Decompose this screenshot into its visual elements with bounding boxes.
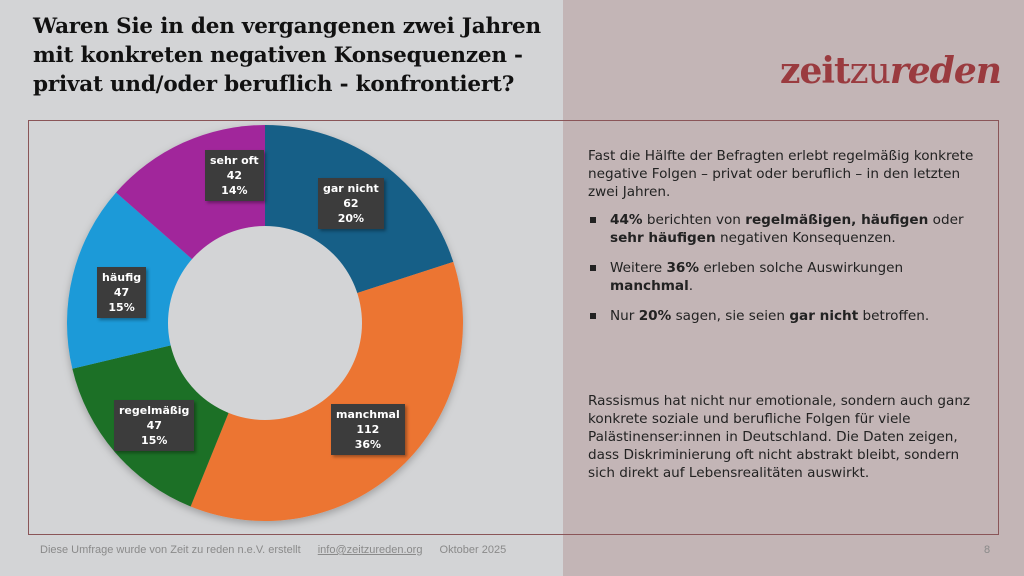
- content-frame: [28, 120, 999, 535]
- bold-text: gar nicht: [789, 308, 859, 324]
- summary-intro: Fast die Hälfte der Befragten erlebt reg…: [588, 148, 974, 200]
- logo-part-zu: zu: [849, 51, 891, 92]
- text: oder: [928, 212, 964, 228]
- label-percent: 15%: [141, 434, 168, 447]
- logo-part-reden: reden: [889, 50, 1002, 92]
- right-panel-background: [563, 0, 1024, 576]
- data-label-haeufig: häufig 47 15%: [97, 267, 147, 318]
- label-name: regelmäßig: [119, 404, 190, 417]
- text: berichten von: [642, 212, 746, 228]
- text: .: [688, 278, 694, 294]
- bold-text: 44%: [610, 212, 643, 228]
- bold-text: regelmäßigen, häufigen: [745, 212, 929, 228]
- logo-part-zeit: zeit: [780, 50, 851, 92]
- bullet-item: 44% berichten von regelmäßigen, häufigen…: [588, 211, 988, 247]
- bold-text: manchmal: [610, 278, 689, 294]
- label-percent: 20%: [337, 212, 365, 225]
- summary-text: Fast die Hälfte der Befragten erlebt reg…: [588, 147, 988, 337]
- data-label-sehr-oft: sehr oft 42 14%: [205, 150, 264, 201]
- logo: zeitzureden: [780, 50, 1002, 92]
- label-percent: 15%: [108, 301, 135, 314]
- text: negativen Konsequenzen.: [715, 230, 896, 246]
- data-label-manchmal: manchmal 112 36%: [331, 404, 405, 455]
- label-count: 42: [226, 169, 242, 182]
- bullet-item: Nur 20% sagen, sie seien gar nicht betro…: [588, 307, 988, 325]
- bullet-item: Weitere 36% erleben solche Auswirkungen …: [588, 259, 988, 295]
- footer-credit: Diese Umfrage wurde von Zeit zu reden n.…: [40, 544, 301, 556]
- label-count: 112: [356, 423, 380, 436]
- page-number: 8: [984, 544, 991, 556]
- data-label-gar-nicht: gar nicht 62 20%: [318, 178, 384, 229]
- text: Weitere: [610, 260, 667, 276]
- text: erleben solche Auswirkungen: [699, 260, 904, 276]
- text: sagen, sie seien: [671, 308, 790, 324]
- label-name: manchmal: [336, 408, 400, 421]
- label-count: 47: [146, 419, 162, 432]
- label-name: gar nicht: [323, 182, 379, 195]
- closing-paragraph: Rassismus hat nicht nur emotionale, sond…: [588, 393, 971, 481]
- slide-title: Waren Sie in den vergangenen zwei Jahren…: [33, 14, 541, 97]
- label-percent: 14%: [221, 184, 248, 197]
- label-name: häufig: [102, 271, 142, 284]
- bold-text: 36%: [666, 260, 699, 276]
- text: Nur: [610, 308, 639, 324]
- label-count: 62: [343, 197, 359, 210]
- bold-text: sehr häufigen: [610, 230, 716, 246]
- footer: Diese Umfrage wurde von Zeit zu reden n.…: [40, 544, 520, 556]
- donut-hole: [168, 226, 362, 420]
- data-label-regelmaessig: regelmäßig 47 15%: [114, 400, 195, 451]
- label-count: 47: [113, 286, 130, 299]
- footer-date: Oktober 2025: [439, 544, 507, 556]
- summary-bullets: 44% berichten von regelmäßigen, häufigen…: [588, 211, 988, 325]
- text: betroffen.: [858, 308, 930, 324]
- bold-text: 20%: [638, 308, 672, 324]
- label-percent: 36%: [354, 438, 382, 451]
- footer-email-link[interactable]: info@zeitzureden.org: [317, 544, 423, 556]
- label-name: sehr oft: [210, 154, 259, 167]
